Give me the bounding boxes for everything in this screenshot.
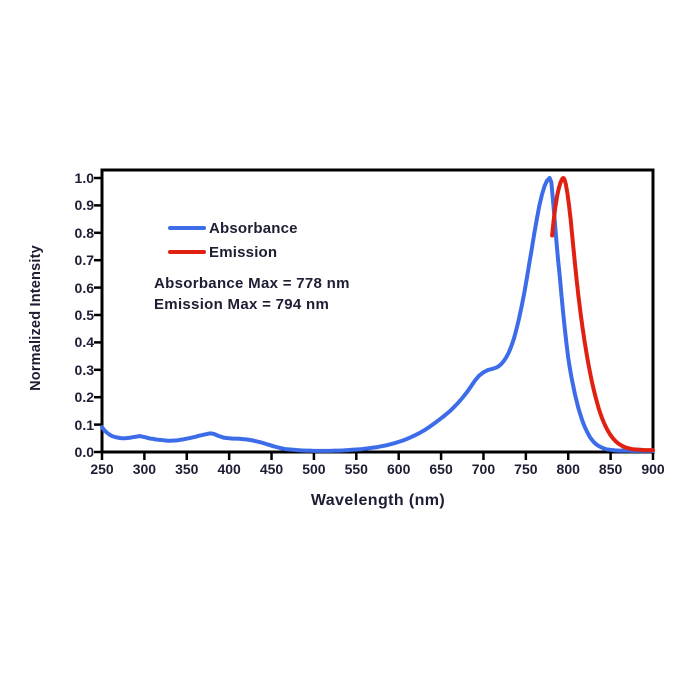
x-tick-label: 600 <box>387 461 411 477</box>
y-tick-label: 0.9 <box>74 197 94 214</box>
x-tick-label: 800 <box>556 461 580 477</box>
x-tick-label: 350 <box>175 461 199 477</box>
absorbance-max-annotation: Absorbance Max = 778 nm <box>154 275 350 292</box>
x-tick-label: 750 <box>514 461 538 477</box>
x-tick-label: 850 <box>598 461 623 477</box>
plot-frame <box>100 168 655 454</box>
y-tick-label: 0.8 <box>74 224 94 241</box>
emission-max-annotation: Emission Max = 794 nm <box>154 296 330 313</box>
x-tick-label: 300 <box>132 461 157 477</box>
x-tick-label: 650 <box>429 461 453 477</box>
legend-line-emission-icon <box>168 250 206 254</box>
x-tick-label: 900 <box>641 461 665 477</box>
legend-label-absorbance: Absorbance <box>209 219 298 237</box>
x-tick-label: 500 <box>302 461 326 477</box>
x-axis-title: Wavelength (nm) <box>310 492 446 509</box>
x-tick-label: 400 <box>217 461 241 477</box>
y-tick-label: 0.7 <box>74 252 94 269</box>
x-tick-label: 450 <box>259 461 284 477</box>
y-tick-label: 0.4 <box>74 334 94 351</box>
x-tick-label: 250 <box>90 461 114 477</box>
emission-curve <box>550 176 655 453</box>
y-tick-label: 0.0 <box>74 444 94 460</box>
y-tick-label: 0.2 <box>74 389 94 406</box>
x-tick-label: 550 <box>344 461 368 477</box>
y-axis-title: Normalized Intensity <box>28 245 44 391</box>
legend-line-absorbance-icon <box>168 226 206 230</box>
absorbance-curve <box>100 176 655 453</box>
legend-item-absorbance: Absorbance <box>168 216 298 240</box>
y-tick-label: 0.6 <box>74 279 94 296</box>
y-tick-label: 1.0 <box>74 170 94 186</box>
legend: Absorbance Emission <box>168 216 298 264</box>
x-tick-label: 700 <box>471 461 496 477</box>
legend-item-emission: Emission <box>168 240 298 264</box>
y-tick-label: 0.1 <box>74 416 94 433</box>
y-tick-label: 0.3 <box>74 361 94 378</box>
legend-label-emission: Emission <box>209 243 278 261</box>
y-tick-label: 0.5 <box>74 307 94 323</box>
